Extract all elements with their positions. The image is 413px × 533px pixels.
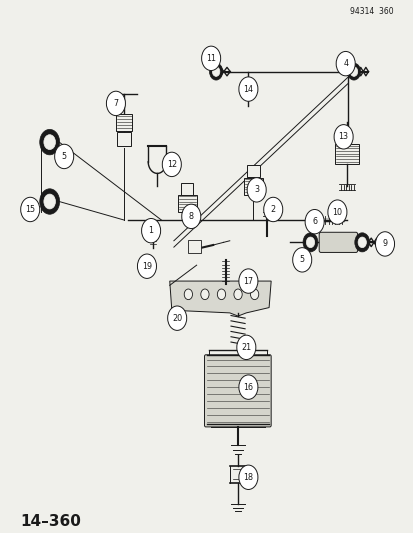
Circle shape: [292, 248, 311, 272]
Text: 11: 11: [206, 54, 216, 63]
Text: 7: 7: [113, 99, 118, 108]
Text: 12: 12: [166, 160, 176, 169]
Text: 20: 20: [172, 314, 182, 322]
Text: 19: 19: [142, 262, 152, 271]
Circle shape: [167, 306, 186, 330]
Bar: [117, 132, 131, 147]
Bar: [244, 177, 262, 195]
Bar: [188, 240, 200, 253]
Text: 14: 14: [243, 85, 253, 94]
Circle shape: [162, 152, 181, 176]
Circle shape: [181, 204, 200, 229]
Circle shape: [333, 125, 352, 149]
Text: 2: 2: [270, 205, 275, 214]
Circle shape: [375, 232, 394, 256]
Circle shape: [217, 289, 225, 300]
Text: 21: 21: [241, 343, 251, 352]
Bar: [180, 183, 193, 195]
Circle shape: [357, 237, 366, 248]
Circle shape: [347, 63, 360, 80]
Circle shape: [201, 46, 220, 70]
Text: 3: 3: [254, 185, 259, 195]
Text: 16: 16: [243, 383, 253, 392]
Circle shape: [238, 77, 257, 101]
FancyBboxPatch shape: [204, 355, 271, 427]
Bar: [178, 195, 196, 212]
Circle shape: [44, 194, 55, 209]
Circle shape: [212, 67, 219, 76]
Circle shape: [184, 289, 192, 300]
Circle shape: [306, 237, 314, 248]
Circle shape: [209, 63, 222, 80]
Circle shape: [233, 289, 242, 300]
Circle shape: [304, 209, 323, 234]
Circle shape: [238, 375, 257, 399]
Circle shape: [137, 254, 156, 278]
Text: 9: 9: [382, 239, 387, 248]
Circle shape: [327, 200, 346, 224]
Text: 94314  360: 94314 360: [349, 7, 392, 16]
Circle shape: [238, 269, 257, 293]
Text: 10: 10: [332, 208, 342, 216]
Circle shape: [40, 130, 59, 155]
Circle shape: [247, 177, 266, 202]
Text: 6: 6: [311, 217, 316, 226]
Bar: [335, 144, 358, 164]
Text: 1: 1: [148, 226, 153, 235]
Circle shape: [263, 197, 282, 222]
Polygon shape: [169, 281, 271, 316]
Text: 18: 18: [243, 473, 253, 482]
Circle shape: [21, 197, 40, 222]
Circle shape: [55, 144, 74, 168]
Circle shape: [335, 52, 354, 76]
Circle shape: [302, 233, 317, 252]
Text: 13: 13: [338, 132, 348, 141]
Circle shape: [40, 189, 59, 214]
FancyBboxPatch shape: [318, 232, 357, 253]
Circle shape: [106, 91, 125, 116]
Circle shape: [141, 219, 160, 243]
Circle shape: [250, 289, 258, 300]
Circle shape: [238, 465, 257, 489]
Text: 14–360: 14–360: [21, 514, 81, 529]
Text: 4: 4: [342, 59, 347, 68]
Text: 5: 5: [62, 152, 66, 161]
Circle shape: [236, 335, 255, 360]
Circle shape: [200, 289, 209, 300]
Bar: [116, 114, 132, 131]
Text: 17: 17: [243, 277, 253, 286]
Circle shape: [44, 135, 55, 150]
Circle shape: [349, 67, 357, 76]
Text: 8: 8: [188, 212, 193, 221]
Circle shape: [354, 233, 369, 252]
Text: 5: 5: [299, 255, 304, 264]
Text: 15: 15: [25, 205, 35, 214]
Bar: [247, 165, 259, 177]
